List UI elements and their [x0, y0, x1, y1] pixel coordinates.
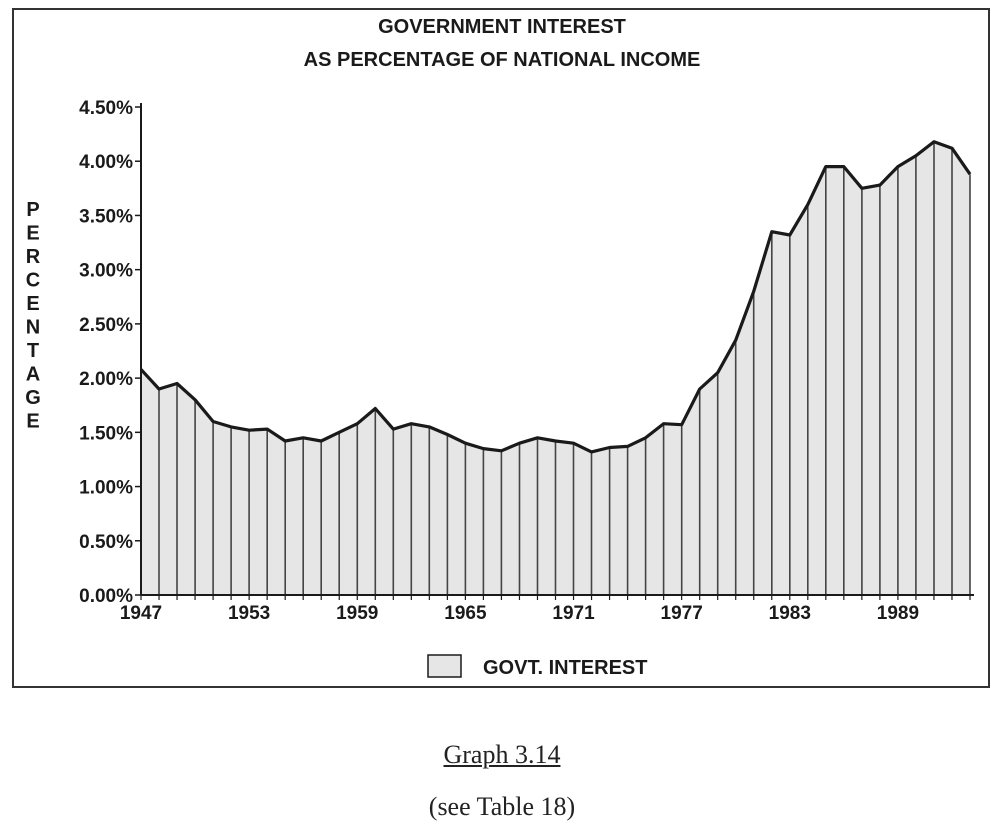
- legend-swatch: [427, 654, 462, 678]
- y-axis-label-letter: E: [26, 223, 39, 245]
- y-axis-label: PERCENTAGE: [25, 199, 41, 433]
- plot-area: [139, 140, 972, 595]
- legend: GOVT. INTEREST: [427, 654, 647, 679]
- x-tick-label: 1971: [552, 603, 595, 624]
- area-fill: [141, 141, 970, 595]
- y-tick-label: 2.00%: [79, 369, 133, 390]
- x-tick-label: 1965: [444, 603, 487, 624]
- x-tick-label: 1953: [228, 603, 270, 624]
- y-axis-label-letter: E: [26, 293, 39, 315]
- y-axis-label-letter: E: [26, 411, 39, 433]
- legend-label: GOVT. INTEREST: [483, 657, 647, 679]
- x-tick-label: 1959: [336, 603, 378, 624]
- figure-subcaption: (see Table 18): [428, 792, 576, 821]
- y-tick-label: 0.00%: [79, 586, 133, 607]
- series-line: [139, 140, 972, 454]
- y-tick-label: 4.50%: [79, 98, 133, 119]
- y-tick-label: 1.50%: [79, 423, 133, 444]
- chart-svg: GOVERNMENT INTEREST AS PERCENTAGE OF NAT…: [25, 16, 974, 679]
- y-axis-label-letter: G: [25, 387, 41, 409]
- y-tick-label: 3.00%: [79, 261, 133, 282]
- y-tick-label: 2.50%: [79, 315, 133, 336]
- y-axis-label-letter: N: [26, 317, 40, 339]
- y-axis-label-letter: P: [26, 199, 39, 221]
- chart-subtitle: AS PERCENTAGE OF NATIONAL INCOME: [304, 49, 701, 71]
- y-tick-label: 4.00%: [79, 152, 133, 173]
- y-axis-label-letter: A: [26, 364, 40, 386]
- figure-caption: Graph 3.14: [443, 740, 561, 769]
- y-axis-label-letter: R: [26, 246, 41, 268]
- axes: 0.00% 0.50% 1.00% 1.50% 2.00% 2.50% 3.00% 3.50%…: [79, 98, 974, 624]
- y-axis-label-letter: T: [27, 340, 39, 362]
- y-tick-label: 1.00%: [79, 478, 133, 499]
- x-tick-label: 1977: [661, 603, 703, 624]
- y-tick-label: 3.50%: [79, 206, 133, 227]
- x-tick-label: 1983: [769, 603, 811, 624]
- y-tick-label: 0.50%: [79, 532, 133, 553]
- chart-title: GOVERNMENT INTEREST: [378, 16, 626, 38]
- y-axis-label-letter: C: [26, 270, 40, 292]
- x-tick-label: 1989: [877, 603, 919, 624]
- x-tick-label: 1947: [120, 603, 162, 624]
